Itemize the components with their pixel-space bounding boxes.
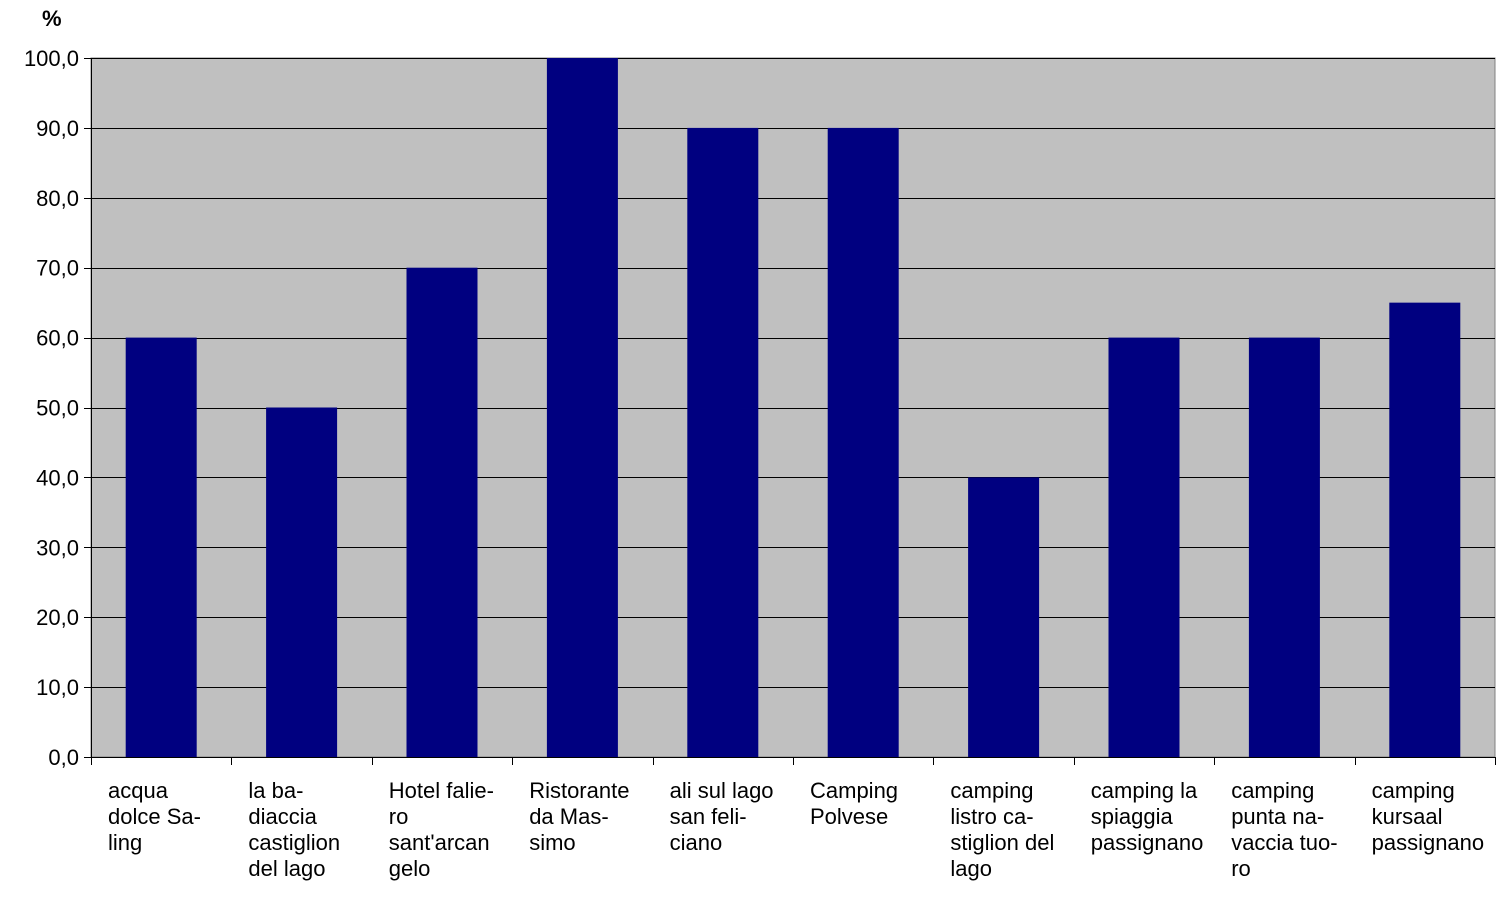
x-tick-label: Ristorante da Mas- simo <box>529 778 630 855</box>
x-tick-label: Hotel falie- ro sant'arcan gelo <box>388 778 494 881</box>
x-tick-label: camping kursaal passignano <box>1371 778 1485 855</box>
x-tick-label: camping la spiaggia passignano <box>1090 778 1204 855</box>
bars <box>125 58 1461 757</box>
y-tick-label: 100,0 <box>24 46 79 71</box>
y-tick-label: 40,0 <box>36 465 79 490</box>
x-tick-label: camping punta na- vaccia tuo- ro <box>1231 778 1338 881</box>
y-tick-label: 10,0 <box>36 675 79 700</box>
x-tick-label: ali sul lago san feli- ciano <box>669 778 774 855</box>
y-tick-label: 20,0 <box>36 605 79 630</box>
y-tick-label: 50,0 <box>36 396 79 421</box>
y-tick-label: 70,0 <box>36 256 79 281</box>
bar <box>827 127 899 757</box>
bar <box>968 477 1040 757</box>
y-tick-label: 60,0 <box>36 326 79 351</box>
y-tick-labels: 0,0 10,0 20,0 30,0 40,0 50,0 60,0 70,0 80,0 90,0 1… <box>24 46 79 770</box>
y-tick-label: 30,0 <box>36 535 79 560</box>
x-tick-label: camping listro ca- stiglion del lago <box>950 778 1055 881</box>
y-tick-label: 90,0 <box>36 116 79 141</box>
bar <box>125 337 197 757</box>
axes <box>84 58 1496 765</box>
bar <box>1389 302 1461 757</box>
bar <box>406 267 478 757</box>
bar <box>266 407 338 757</box>
x-tick-label: acqua dolce Sa- ling <box>108 778 201 855</box>
x-tick-label: la ba- diaccia castiglion del lago <box>248 778 341 881</box>
x-tick-label: Camping Polvese <box>810 778 899 829</box>
y-tick-label: 0,0 <box>48 745 79 770</box>
y-tick-label: 80,0 <box>36 186 79 211</box>
bar <box>546 58 618 757</box>
bar <box>1248 337 1320 757</box>
bar <box>687 127 759 757</box>
bar <box>1108 337 1180 757</box>
y-axis-label: % <box>42 6 62 31</box>
